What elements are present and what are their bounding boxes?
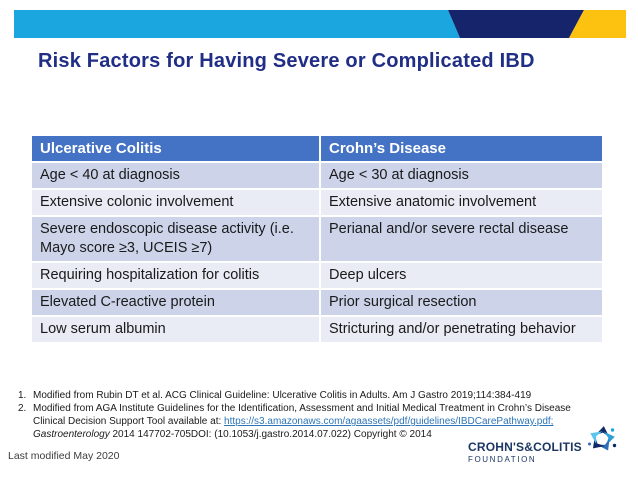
table-header-row: Ulcerative Colitis Crohn’s Disease [30, 134, 604, 163]
column-header-crohns-disease: Crohn’s Disease [319, 134, 604, 163]
footnote-1-text: Modified from Rubin DT et al. ACG Clinic… [33, 390, 532, 401]
top-bar-gold-segment [569, 10, 626, 38]
footnote-2-line1: Modified from AGA Institute Guidelines f… [33, 403, 571, 414]
table-cell: Elevated C-reactive protein [30, 288, 321, 317]
table-cell: Stricturing and/or penetrating behavior [319, 315, 604, 344]
footnote-1: 1. Modified from Rubin DT et al. ACG Cli… [18, 389, 608, 402]
table-cell: Age < 30 at diagnosis [319, 161, 604, 190]
table-cell: Prior surgical resection [319, 288, 604, 317]
risk-factors-table: Ulcerative Colitis Crohn’s Disease Age <… [30, 134, 604, 344]
logo-foundation-label: FOUNDATION [468, 455, 537, 464]
top-color-bar [14, 10, 626, 38]
table-cell: Extensive colonic involvement [30, 188, 321, 217]
last-modified-label: Last modified May 2020 [8, 450, 120, 462]
table-row: Extensive colonic involvement Extensive … [30, 188, 604, 217]
footnote-2-line2-prefix: Clinical Decision Support Tool available… [33, 416, 225, 427]
table-row: Elevated C-reactive protein Prior surgic… [30, 288, 604, 317]
table-cell: Low serum albumin [30, 315, 321, 344]
table-row: Requiring hospitalization for colitis De… [30, 261, 604, 290]
footnote-2-marker: 2. [18, 403, 27, 414]
page-title: Risk Factors for Having Severe or Compli… [38, 50, 535, 72]
footnote-2: 2. Modified from AGA Institute Guideline… [18, 402, 608, 441]
footnote-2-link[interactable]: https://s3.amazonaws.com/agaassets/pdf/g… [224, 416, 554, 427]
crohns-colitis-foundation-logo: CROHN'S&COLITIS FOUNDATION [468, 440, 582, 464]
footnote-2-tail: 2014 147702-705DOI: (10.1053/j.gastro.20… [112, 429, 432, 440]
table-row: Low serum albumin Stricturing and/or pen… [30, 315, 604, 344]
footnote-2-journal: Gastroenterology [33, 429, 110, 440]
table-cell: Perianal and/or severe rectal disease [319, 215, 604, 263]
top-bar-navy-segment [448, 10, 584, 38]
table-cell: Severe endoscopic disease activity (i.e.… [30, 215, 321, 263]
top-bar-cyan-segment [14, 10, 460, 38]
logo-name: CROHN'S&COLITIS [468, 440, 582, 454]
footnote-1-marker: 1. [18, 390, 27, 401]
starburst-icon [588, 426, 617, 451]
table-cell: Age < 40 at diagnosis [30, 161, 321, 190]
table-cell: Requiring hospitalization for colitis [30, 261, 321, 290]
footnotes: 1. Modified from Rubin DT et al. ACG Cli… [18, 389, 608, 441]
table-cell: Deep ulcers [319, 261, 604, 290]
table-row: Severe endoscopic disease activity (i.e.… [30, 215, 604, 263]
table-row: Age < 40 at diagnosis Age < 30 at diagno… [30, 161, 604, 190]
table-cell: Extensive anatomic involvement [319, 188, 604, 217]
column-header-ulcerative-colitis: Ulcerative Colitis [30, 134, 321, 163]
